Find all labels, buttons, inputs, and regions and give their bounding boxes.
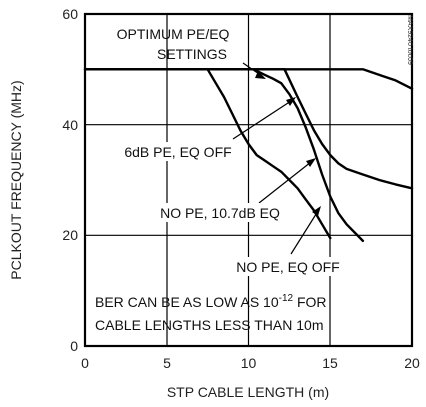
y-tick-20: 20 [62, 227, 78, 243]
annotation-ber-exponent: -12 [279, 293, 294, 304]
y-tick-60: 60 [62, 6, 78, 22]
annotation-off: NO PE, EQ OFF [236, 259, 339, 275]
annotation-optimum: OPTIMUM PE/EQ SETTINGS [117, 26, 234, 62]
chart-watermark: MAX9240 toc09 [406, 15, 413, 65]
series-layer [83, 68, 414, 243]
annotation-optimum-line2: SETTINGS [157, 46, 227, 62]
annotation-optimum-line1: OPTIMUM PE/EQ [117, 26, 230, 42]
annotation-ber-text: BER CAN BE AS LOW AS 10 [95, 294, 279, 310]
x-tick-20: 20 [404, 355, 420, 371]
annotation-arrows [232, 62, 321, 255]
y-tick-40: 40 [62, 117, 78, 133]
annotation-eq107: NO PE, 10.7dB EQ [160, 205, 280, 221]
series-line-3 [83, 68, 365, 243]
arrowhead-optimum [255, 71, 266, 79]
annotation-pe6-bg [122, 142, 234, 161]
annotations: OPTIMUM PE/EQ SETTINGS 6dB PE, EQ OFF NO… [95, 26, 344, 333]
x-tick-15: 15 [322, 355, 338, 371]
y-axis-label: PCLKOUT FREQUENCY (MHz) [8, 80, 24, 279]
y-tick-0: 0 [70, 338, 78, 354]
x-tick-10: 10 [241, 355, 257, 371]
x-axis-label: STP CABLE LENGTH (m) [167, 384, 329, 400]
annotation-ber-tail: FOR [293, 294, 326, 310]
annotation-off-bg [232, 257, 344, 276]
arrowhead-off [312, 206, 321, 216]
arrow-off [290, 210, 319, 255]
series-line-4 [206, 68, 332, 240]
annotation-ber-line1: BER CAN BE AS LOW AS 10-12 FOR [95, 293, 327, 310]
arrow-pe6 [232, 100, 292, 140]
annotation-eq107-bg [154, 203, 288, 222]
series-line-2 [83, 68, 414, 190]
plot-frame [83, 12, 414, 348]
arrowhead-eq107 [306, 158, 316, 167]
annotation-ber-line2: CABLE LENGTHS LESS THAN 10m [95, 317, 323, 333]
y-axis-ticks: 60 40 20 0 [62, 6, 78, 354]
x-axis-ticks: 0 5 10 15 20 [81, 355, 420, 371]
arrowhead-pe6 [286, 97, 296, 106]
arrow-eq107 [258, 161, 312, 204]
x-tick-0: 0 [81, 355, 89, 371]
x-tick-5: 5 [163, 355, 171, 371]
annotation-pe6: 6dB PE, EQ OFF [124, 144, 231, 160]
